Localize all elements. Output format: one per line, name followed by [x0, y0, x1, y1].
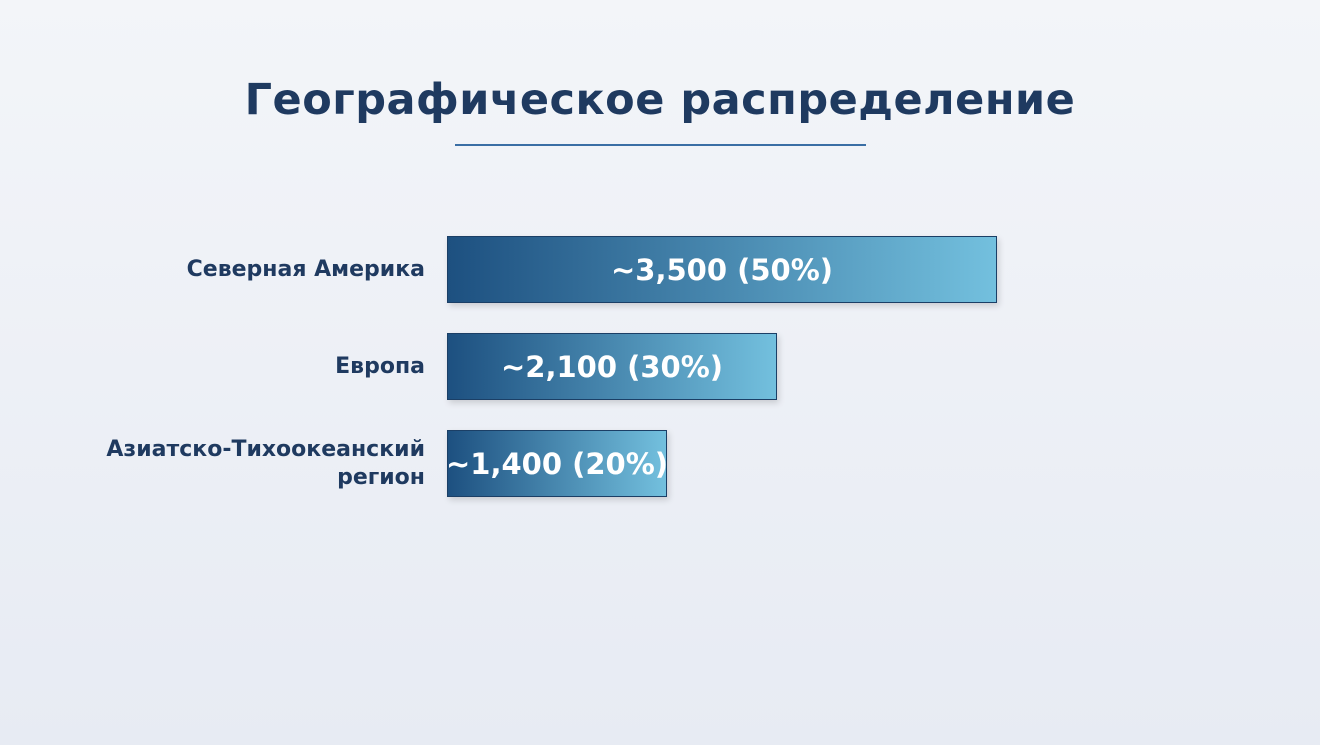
bar: ~2,100 (30%) — [447, 333, 777, 400]
bar: ~1,400 (20%) — [445, 430, 669, 497]
value-label: ~3,500 (50%) — [610, 252, 834, 287]
category-label: Европа — [335, 353, 425, 379]
bar: ~3,500 (50%) — [447, 236, 997, 303]
value-label: ~1,400 (20%) — [445, 446, 669, 481]
category-label: Азиатско-Тихоокеанский регион — [106, 436, 425, 490]
category-label: Северная Америка — [186, 256, 425, 282]
chart-title: Географическое распределение — [244, 75, 1076, 125]
value-label: ~2,100 (30%) — [500, 349, 724, 384]
title-underline — [455, 144, 866, 146]
